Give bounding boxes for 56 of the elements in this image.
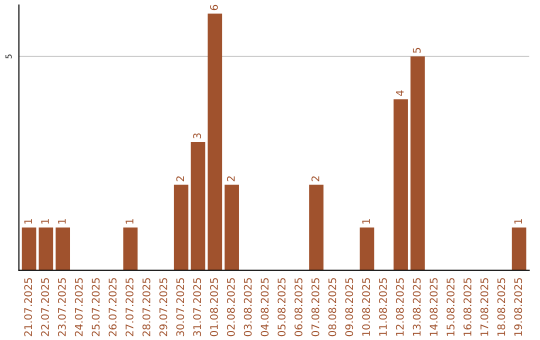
x-tick-label: 13.08.2025 — [412, 278, 421, 336]
data-label: 1 — [58, 219, 66, 224]
bar — [22, 228, 36, 270]
x-tick-label: 05.08.2025 — [278, 278, 286, 336]
data-label: 1 — [126, 219, 134, 224]
bar — [190, 142, 206, 270]
x-tick-label: 17.08.2025 — [480, 278, 488, 336]
x-tick-label: 29.07.2025 — [159, 278, 168, 336]
data-label: 2 — [226, 176, 235, 182]
x-tick-label: 16.08.2025 — [464, 278, 472, 336]
data-label: 6 — [210, 4, 218, 10]
x-tick-label: 15.08.2025 — [446, 278, 454, 336]
data-label: 2 — [311, 176, 320, 182]
data-label: 4 — [396, 90, 404, 96]
x-tick-label: 14.08.2025 — [430, 278, 438, 336]
x-tick-label: 04.08.2025 — [260, 278, 269, 336]
x-tick-label: 26.07.2025 — [108, 278, 117, 336]
data-label: 1 — [41, 219, 49, 224]
data-label: 1 — [362, 219, 370, 224]
x-tick-label: 25.07.2025 — [92, 278, 100, 336]
x-tick-label: 10.08.2025 — [362, 278, 370, 336]
x-tick-label: 02.08.2025 — [226, 278, 235, 336]
x-tick-label: 03.08.2025 — [244, 278, 252, 336]
bar — [512, 228, 526, 270]
bar — [208, 14, 222, 270]
x-tick-label: 28.07.2025 — [142, 278, 150, 336]
bar — [360, 228, 374, 270]
x-tick-label: 12.08.2025 — [396, 278, 404, 336]
data-label: 1 — [514, 219, 522, 224]
x-tick-label: 09.08.2025 — [345, 278, 354, 336]
data-label: 5 — [412, 48, 421, 53]
x-tick-label: 31.07.2025 — [193, 278, 202, 336]
data-label: 3 — [193, 133, 202, 138]
data-label: 2 — [176, 176, 184, 182]
x-tick-label: 21.07.2025 — [24, 278, 32, 336]
x-tick-label: 01.08.2025 — [210, 278, 218, 336]
x-tick-label: 23.07.2025 — [58, 278, 66, 336]
bar — [224, 184, 239, 270]
x-tick-label: 08.08.2025 — [328, 278, 336, 336]
x-tick-label: 24.07.2025 — [74, 278, 83, 336]
x-tick-label: 11.08.2025 — [379, 278, 387, 336]
bar — [309, 184, 324, 270]
bar — [123, 228, 138, 270]
x-tick-label: 18.08.2025 — [497, 278, 506, 336]
x-tick-label: 06.08.2025 — [294, 278, 302, 336]
x-tick-label: 30.07.2025 — [176, 278, 184, 336]
x-tick-label: 07.08.2025 — [311, 278, 320, 336]
bar — [174, 184, 188, 270]
data-label: 1 — [24, 219, 32, 224]
bar — [56, 228, 70, 270]
bar — [394, 99, 408, 270]
x-tick-label: 19.08.2025 — [514, 278, 522, 336]
bar — [38, 228, 54, 270]
x-tick-label: 27.07.2025 — [126, 278, 134, 336]
x-tick-label: 22.07.2025 — [41, 278, 49, 336]
bar — [410, 56, 425, 270]
